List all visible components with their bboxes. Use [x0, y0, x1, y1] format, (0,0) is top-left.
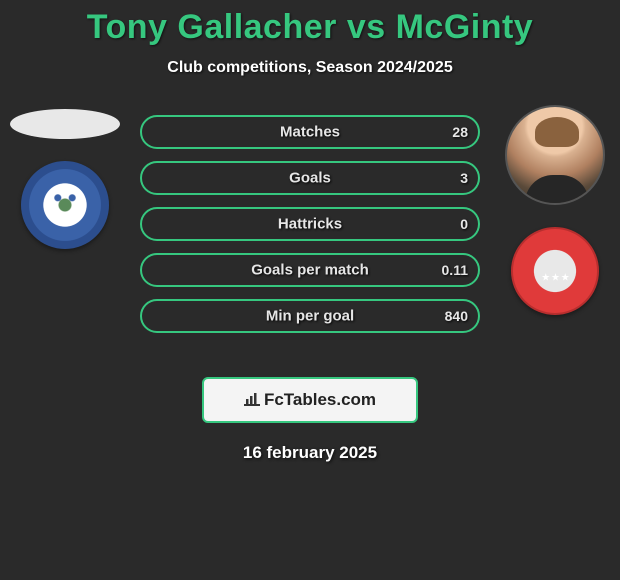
right-player-column [495, 105, 615, 315]
stat-label: Goals per match [251, 262, 369, 279]
player-left-avatar-placeholder [10, 109, 120, 139]
stat-label: Hattricks [278, 216, 342, 233]
player-left-club-crest [21, 161, 109, 249]
stat-label: Min per goal [266, 308, 354, 325]
subtitle: Club competitions, Season 2024/2025 [0, 59, 620, 77]
player-right-club-crest [511, 227, 599, 315]
chart-icon [244, 392, 260, 409]
stat-row-hattricks: Hattricks 0 [140, 207, 480, 241]
stat-row-matches: Matches 28 [140, 115, 480, 149]
stat-label: Matches [280, 124, 340, 141]
stat-row-min-per-goal: Min per goal 840 [140, 299, 480, 333]
stat-right-value: 0 [460, 216, 468, 232]
stat-label: Goals [289, 170, 331, 187]
stat-right-value: 3 [460, 170, 468, 186]
stat-row-goals: Goals 3 [140, 161, 480, 195]
stat-right-value: 0.11 [442, 262, 468, 278]
stats-list: Matches 28 Goals 3 Hattricks 0 Goals per… [140, 115, 480, 333]
page-title: Tony Gallacher vs McGinty [0, 0, 620, 47]
brand-badge[interactable]: FcTables.com [202, 377, 418, 423]
brand-text: FcTables.com [264, 390, 376, 410]
stat-row-goals-per-match: Goals per match 0.11 [140, 253, 480, 287]
stat-right-value: 840 [445, 308, 468, 324]
comparison-card: Tony Gallacher vs McGinty Club competiti… [0, 0, 620, 580]
left-player-column [5, 105, 125, 249]
stat-right-value: 28 [452, 124, 468, 140]
player-right-avatar [505, 105, 605, 205]
main-section: Matches 28 Goals 3 Hattricks 0 Goals per… [0, 105, 620, 365]
date-text: 16 february 2025 [0, 443, 620, 463]
